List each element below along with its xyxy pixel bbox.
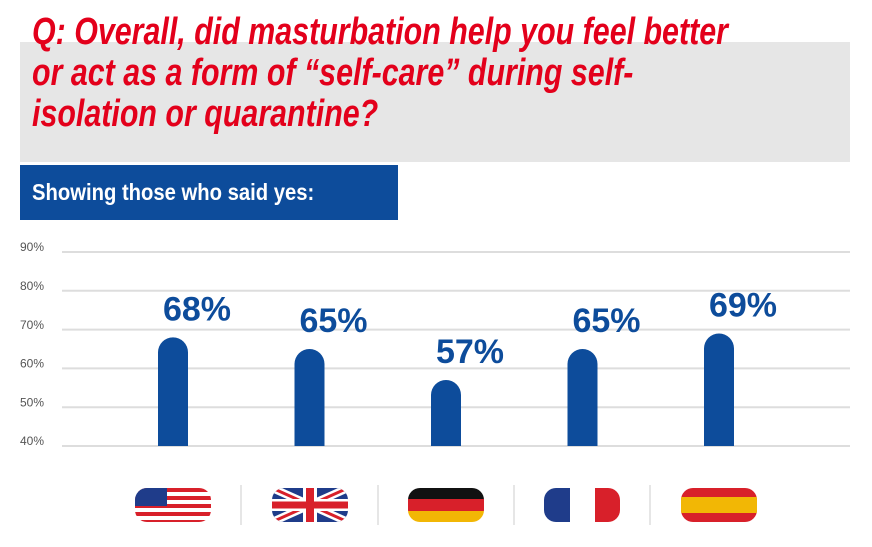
bar — [431, 380, 461, 446]
chart-title: Q: Overall, did masturbation help you fe… — [32, 11, 728, 135]
bar — [704, 333, 734, 446]
value-label: 68% — [163, 290, 231, 328]
y-tick-label: 60% — [20, 357, 44, 371]
value-label: 65% — [572, 302, 640, 340]
value-label: 69% — [709, 286, 777, 324]
y-tick-label: 70% — [20, 318, 44, 332]
title-background — [20, 42, 850, 162]
y-tick-label: 40% — [20, 434, 44, 448]
flag-spain — [681, 488, 757, 522]
y-tick-label: 50% — [20, 395, 44, 409]
subtitle-box: Showing those who said yes: — [20, 165, 398, 220]
y-tick-label: 90% — [20, 240, 44, 254]
chart-subtitle: Showing those who said yes: — [32, 179, 315, 205]
bar — [567, 349, 598, 446]
flag-uk — [272, 488, 348, 522]
separators — [240, 485, 651, 525]
value-label: 65% — [299, 302, 367, 340]
bar — [294, 349, 325, 446]
flag-france — [544, 488, 620, 522]
bar — [158, 337, 188, 446]
value-label: 57% — [436, 333, 504, 371]
y-tick-label: 80% — [20, 279, 44, 293]
flag-germany — [408, 488, 484, 522]
flag-usa — [135, 488, 211, 522]
